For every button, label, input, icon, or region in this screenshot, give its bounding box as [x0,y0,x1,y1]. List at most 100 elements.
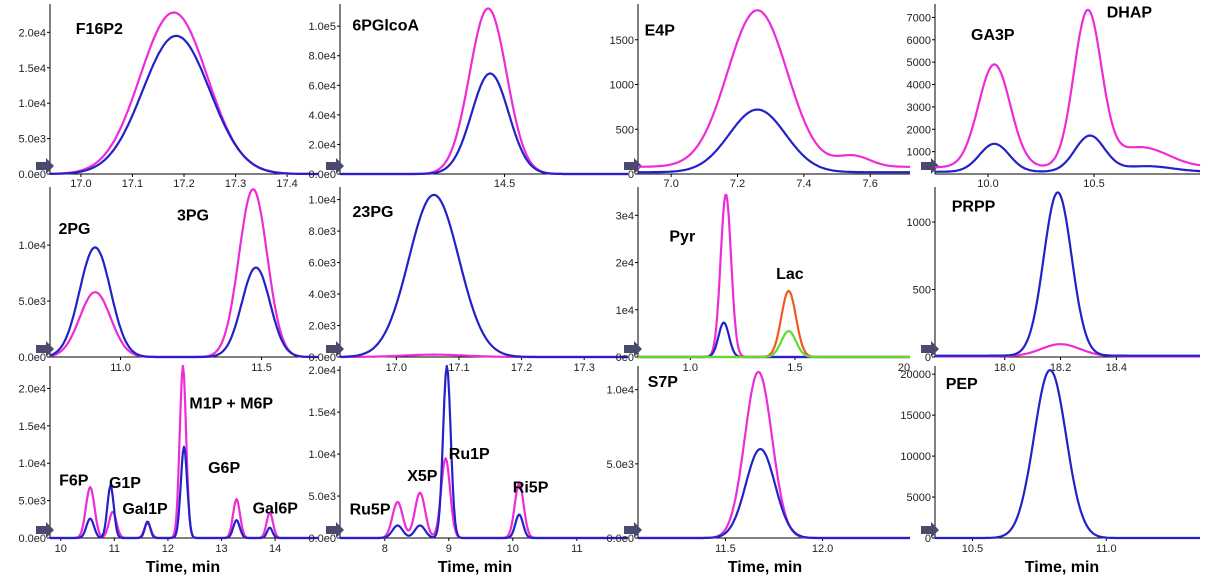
y-tick-label: 1500 [610,35,634,47]
y-tick-label: 5.0e3 [18,134,46,146]
x-tick-label: 1.5 [787,362,802,374]
peak-label: GA3P [971,27,1015,44]
peak-label: G1P [109,475,141,492]
panel-4: 1000 2000 3000 4000 5000 6000 7000 10.0 10.5 GA3P… [907,4,1201,190]
y-tick-label: 1.5e4 [18,421,46,433]
x-tick-label: 18.0 [994,362,1015,374]
x-tick-label: 10.0 [977,178,998,190]
x-tick-label: 20 [898,362,910,374]
y-tick-label: 3000 [907,102,931,114]
series-blue [935,134,1200,173]
x-tick-label: 11.5 [715,543,736,555]
y-tick-label: 0.0e0 [18,352,46,364]
start-arrow-icon [36,158,54,174]
x-tick-label: 10.5 [1083,178,1104,190]
y-tick-label: 5.0e3 [18,496,46,508]
series-blue [50,34,318,176]
start-arrow-icon [326,341,344,357]
x-tick-label: 11 [109,543,120,555]
peak-label: M1P + M6P [189,396,273,413]
x-tick-label: 18.4 [1106,362,1127,374]
y-tick-label: 7000 [907,12,931,24]
peak-label: E4P [645,22,676,39]
peak-label: 6PGlcoA [352,18,419,35]
peak-label: Gal1P [122,501,168,518]
panel-7: 0e0 1e4 2e4 3e4 1.0 1.5 20 Pyr Lac [616,187,910,374]
panel-3: 0 500 1000 1500 7.0 7.2 7.4 7.6 E4P [610,4,910,190]
y-tick-label: 2000 [907,124,931,136]
x-tick-label: 18.2 [1050,362,1071,374]
panel-10: 0.0e0 5.0e3 1.0e4 1.5e4 2.0e4 8 9 10 11 Ru5P X5P Ru… [308,364,628,555]
x-tick-label: 11 [571,543,582,555]
peak-label: Ru1P [449,446,490,463]
y-tick-label: 1.0e5 [308,21,336,33]
x-tick-label: 17.2 [173,178,194,190]
x-tick-label: 7.0 [664,178,679,190]
x-tick-label: 17.3 [573,362,594,374]
y-tick-label: 0 [628,169,634,181]
y-tick-label: 500 [913,285,931,297]
panel-6: 0.0e0 2.0e3 4.0e3 6.0e3 8.0e3 1.0e4 17.0 17.1 17… [308,187,628,374]
y-tick-label: 0 [925,533,931,545]
y-tick-label: 8.0e3 [308,226,336,238]
y-tick-label: 1.5e4 [308,407,336,419]
peak-label: PRPP [952,198,996,215]
panel-11: 0.0e0 5.0e3 1.0e4 11.5 12.0 S7P [606,366,910,555]
y-tick-label: 2.0e4 [18,383,46,395]
start-arrow-icon [326,158,344,174]
x-tick-label: 12 [162,543,174,555]
peak-label: Lac [776,266,804,283]
series-blue [340,364,628,540]
series-magenta [340,457,628,540]
y-tick-label: 500 [616,124,634,136]
y-tick-label: 2.0e4 [18,27,46,39]
y-tick-label: 5.0e3 [308,491,336,503]
y-tick-label: 2.0e3 [308,321,336,333]
y-tick-label: 2.0e4 [308,365,336,377]
panel-9: 0.0e0 5.0e3 1.0e4 1.5e4 2.0e4 10 11 12 13 14 F6P G1… [18,364,318,555]
y-tick-label: 20000 [900,369,931,381]
series-blue [638,108,910,174]
x-tick-label: 17.1 [448,362,469,374]
series-blue [49,246,318,359]
y-tick-label: 4.0e3 [308,289,336,301]
y-tick-label: 8.0e4 [308,51,336,63]
peak-label: DHAP [1107,4,1153,21]
y-tick-label: 1000 [907,217,931,229]
peak-label: 23PG [353,204,394,221]
y-tick-label: 2.0e4 [308,139,336,151]
start-arrow-icon [624,341,642,357]
x-tick-label: 1.0 [683,362,698,374]
x-tick-label: 10 [55,543,67,555]
start-arrow-icon [624,522,642,538]
series-magenta [935,8,1201,169]
y-tick-label: 2e4 [616,258,634,270]
y-tick-label: 0.0e0 [606,533,634,545]
peak-label: 3PG [177,208,209,225]
start-arrow-icon [921,158,939,174]
peak-label: Ri5P [513,480,549,497]
series-magenta [638,370,910,540]
start-arrow-icon [36,522,54,538]
y-tick-label: 0.0e0 [308,533,336,545]
peak-label: F16P2 [76,21,123,38]
panel-2: 0.0e0 2.0e4 4.0e4 6.0e4 8.0e4 1.0e5 14.5 6PGlco… [308,4,628,190]
x-axis-title: Time, min [728,559,802,576]
x-axis-title: Time, min [1025,559,1099,576]
start-arrow-icon [921,341,939,357]
y-tick-label: 6000 [907,35,931,47]
x-tick-label: 7.4 [796,178,811,190]
x-tick-label: 17.0 [70,178,91,190]
series-green [638,329,910,359]
x-axis-title: Time, min [438,559,512,576]
y-tick-label: 0.0e0 [18,169,46,181]
peak-label: 2PG [58,221,90,238]
x-tick-label: 17.3 [225,178,246,190]
x-tick-label: 9 [446,543,452,555]
start-arrow-icon [326,522,344,538]
peak-label: G6P [208,460,240,477]
y-tick-label: 5.0e3 [606,459,634,471]
series-blue [935,369,1200,540]
